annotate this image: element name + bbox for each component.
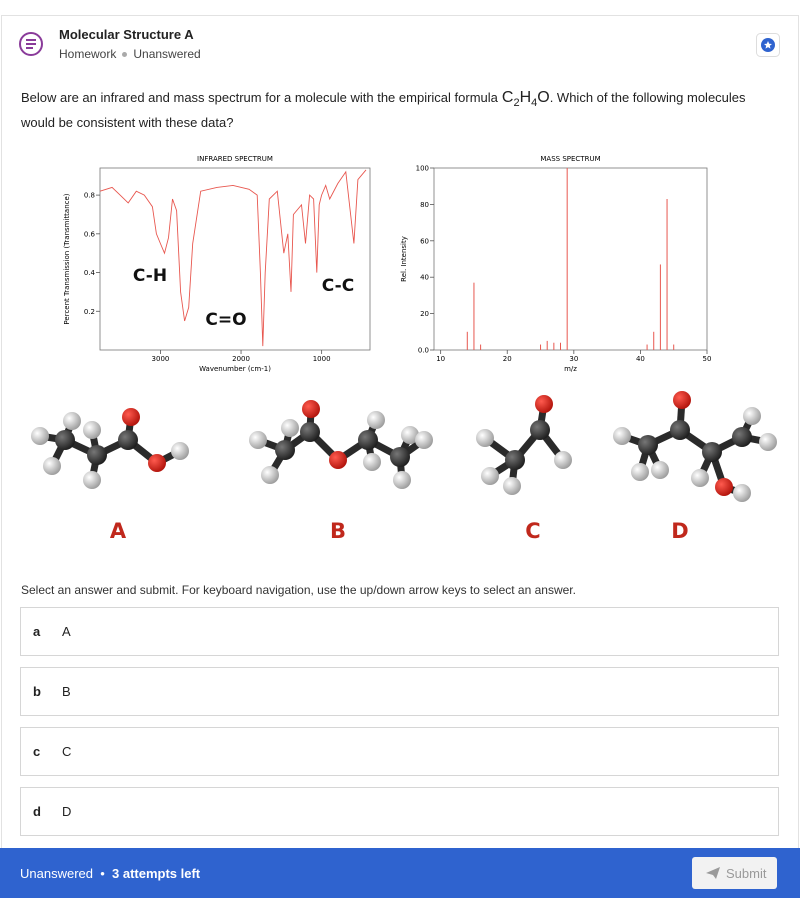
option-label: A [62, 624, 71, 639]
status: Unanswered [133, 47, 201, 61]
option-key: a [33, 624, 41, 639]
formula: C2H4O [501, 89, 550, 110]
formula-part: H [519, 89, 532, 106]
bookmark-button[interactable] [756, 33, 780, 57]
send-icon [706, 867, 720, 879]
option-label: C [62, 744, 72, 759]
question-text-start: Below are an infrared and mass spectrum … [21, 90, 498, 105]
option-label: B [62, 684, 71, 699]
category: Homework [59, 47, 117, 61]
formula-subscript: 2 [513, 97, 520, 110]
attempts: 3 attempts left [112, 866, 201, 881]
option-key: b [33, 684, 41, 699]
status: Unanswered [20, 866, 93, 881]
separator [122, 51, 128, 57]
assignment-icon [19, 32, 43, 56]
question-text: Below are an infrared and mass spectrum … [21, 88, 781, 133]
option-key: d [33, 804, 41, 819]
instructions: Select an answer and submit. For keyboar… [21, 583, 576, 597]
option-label: D [62, 804, 72, 819]
submit-button[interactable]: Submit [692, 857, 777, 889]
submit-label: Submit [726, 866, 767, 881]
question-text-end: . Which of the following molecules would… [21, 90, 746, 131]
attempt-status: Unanswered • 3 attempts left [20, 866, 201, 881]
formula-subscript: 4 [531, 97, 538, 110]
formula-part: O [537, 89, 550, 106]
formula-part: C [501, 89, 514, 106]
assignment-title: Molecular Structure A [59, 27, 194, 42]
question-card [1, 15, 799, 898]
assignment-meta: Homework Unanswered [59, 47, 201, 61]
option-key: c [33, 744, 41, 759]
footer-bar: Unanswered • 3 attempts left Submit [0, 848, 800, 898]
